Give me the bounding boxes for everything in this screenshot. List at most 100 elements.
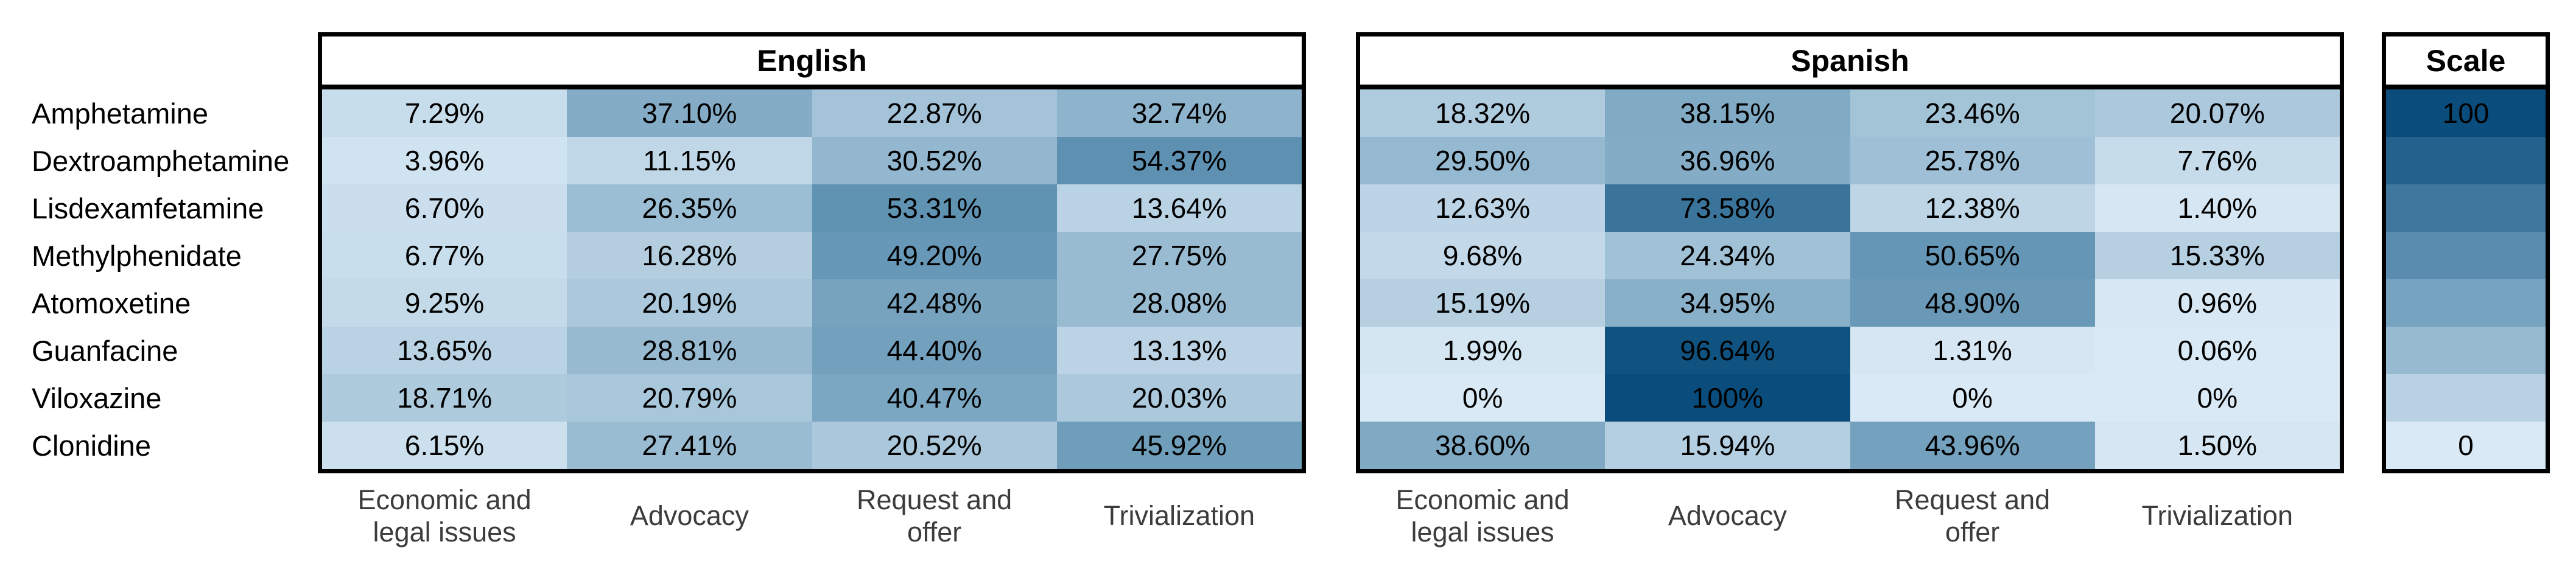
column-label-1: Economic and legal issues bbox=[1395, 484, 1570, 548]
column-label-3: Request and offer bbox=[857, 484, 1013, 548]
heatmap-cell: 20.07% bbox=[2094, 89, 2340, 137]
panel-spanish-title: Spanish bbox=[1360, 37, 2340, 89]
row-label-6: Guanfacine bbox=[32, 334, 178, 367]
heatmap-cell: 96.64% bbox=[1605, 327, 1850, 374]
row-label-4: Methylphenidate bbox=[32, 239, 242, 272]
scale-band-4 bbox=[2386, 232, 2546, 279]
heatmap-cell: 49.20% bbox=[812, 232, 1057, 279]
heatmap-cell: 23.46% bbox=[1850, 89, 2095, 137]
heatmap-cell: 6.70% bbox=[322, 184, 567, 232]
heatmap-cell: 27.41% bbox=[567, 422, 812, 469]
scale-band-6 bbox=[2386, 327, 2546, 374]
heatmap-cell: 1.99% bbox=[1360, 327, 1606, 374]
heatmap-cell: 18.32% bbox=[1360, 89, 1606, 137]
column-labels-spanish: Economic and legal issues Advocacy Request… bbox=[1360, 479, 2340, 552]
heatmap-cell: 15.94% bbox=[1605, 422, 1850, 469]
heatmap-cell: 50.65% bbox=[1850, 232, 2095, 279]
heatmap-cell: 0.96% bbox=[2094, 279, 2340, 327]
heatmap-cell: 45.92% bbox=[1056, 422, 1302, 469]
scale-band-7 bbox=[2386, 374, 2546, 422]
scale-band-8: 0 bbox=[2386, 422, 2546, 469]
heatmap-cell: 24.34% bbox=[1605, 232, 1850, 279]
panel-english-title: English bbox=[322, 37, 1302, 89]
heatmap-cell: 20.79% bbox=[567, 374, 812, 422]
legend-scale-bands: 100 0 bbox=[2386, 89, 2546, 469]
row-label-1: Amphetamine bbox=[32, 97, 208, 130]
scale-band-1: 100 bbox=[2386, 89, 2546, 137]
panel-spanish-heatmap: 18.32% 38.15% 23.46% 20.07% 29.50% 36.96% 25.7… bbox=[1360, 89, 2340, 469]
heatmap-cell: 15.33% bbox=[2094, 232, 2340, 279]
heatmap-cell: 30.52% bbox=[812, 137, 1057, 184]
heatmap-cell: 9.25% bbox=[322, 279, 567, 327]
heatmap-cell: 40.47% bbox=[812, 374, 1057, 422]
heatmap-cell: 9.68% bbox=[1360, 232, 1606, 279]
heatmap-cell: 6.15% bbox=[322, 422, 567, 469]
heatmap-cell: 27.75% bbox=[1056, 232, 1302, 279]
heatmap-cell: 20.03% bbox=[1056, 374, 1302, 422]
column-label-2: Advocacy bbox=[1668, 500, 1787, 532]
heatmap-cell: 15.19% bbox=[1360, 279, 1606, 327]
heatmap-cell: 37.10% bbox=[567, 89, 812, 137]
heatmap-cell: 53.31% bbox=[812, 184, 1057, 232]
heatmap-cell: 26.35% bbox=[567, 184, 812, 232]
legend-scale-panel: Scale 100 0 bbox=[2382, 32, 2550, 473]
heatmap-cell: 28.08% bbox=[1056, 279, 1302, 327]
heatmap-cell: 12.38% bbox=[1850, 184, 2095, 232]
heatmap-cell: 34.95% bbox=[1605, 279, 1850, 327]
legend-scale-title: Scale bbox=[2386, 37, 2546, 89]
panel-english: English 7.29% 37.10% 22.87% 32.74% 3.96% 11.1… bbox=[318, 32, 1306, 473]
heatmap-cell: 13.13% bbox=[1056, 327, 1302, 374]
row-label-3: Lisdexamfetamine bbox=[32, 192, 264, 224]
heatmap-cell: 100% bbox=[1605, 374, 1850, 422]
heatmap-cell: 7.76% bbox=[2094, 137, 2340, 184]
heatmap-cell: 1.31% bbox=[1850, 327, 2095, 374]
column-label-4: Trivialization bbox=[1103, 500, 1255, 532]
heatmap-cell: 48.90% bbox=[1850, 279, 2095, 327]
panel-spanish: Spanish 18.32% 38.15% 23.46% 20.07% 29.50% 36… bbox=[1356, 32, 2344, 473]
heatmap-cell: 32.74% bbox=[1056, 89, 1302, 137]
heatmap-cell: 1.40% bbox=[2094, 184, 2340, 232]
heatmap-cell: 13.64% bbox=[1056, 184, 1302, 232]
heatmap-cell: 0% bbox=[1850, 374, 2095, 422]
heatmap-cell: 1.50% bbox=[2094, 422, 2340, 469]
heatmap-cell: 29.50% bbox=[1360, 137, 1606, 184]
heatmap-cell: 22.87% bbox=[812, 89, 1057, 137]
scale-band-3 bbox=[2386, 184, 2546, 232]
drug-row-labels: Amphetamine Dextroamphetamine Lisdexamfeta… bbox=[32, 89, 309, 469]
heatmap-cell: 44.40% bbox=[812, 327, 1057, 374]
heatmap-cell: 0.06% bbox=[2094, 327, 2340, 374]
heatmap-cell: 38.60% bbox=[1360, 422, 1606, 469]
column-label-4: Trivialization bbox=[2141, 500, 2293, 532]
heatmap-cell: 13.65% bbox=[322, 327, 567, 374]
scale-band-5 bbox=[2386, 279, 2546, 327]
panel-english-heatmap: 7.29% 37.10% 22.87% 32.74% 3.96% 11.15% 30.52%… bbox=[322, 89, 1302, 469]
heatmap-cell: 18.71% bbox=[322, 374, 567, 422]
heatmap-cell: 73.58% bbox=[1605, 184, 1850, 232]
heatmap-cell: 7.29% bbox=[322, 89, 567, 137]
heatmap-cell: 16.28% bbox=[567, 232, 812, 279]
row-label-2: Dextroamphetamine bbox=[32, 144, 290, 177]
column-label-1: Economic and legal issues bbox=[357, 484, 532, 548]
column-label-2: Advocacy bbox=[630, 500, 749, 532]
heatmap-cell: 0% bbox=[1360, 374, 1606, 422]
heatmap-cell: 42.48% bbox=[812, 279, 1057, 327]
row-label-7: Viloxazine bbox=[32, 381, 162, 414]
heatmap-cell: 3.96% bbox=[322, 137, 567, 184]
heatmap-cell: 6.77% bbox=[322, 232, 567, 279]
column-label-3: Request and offer bbox=[1895, 484, 2051, 548]
heatmap-cell: 0% bbox=[2094, 374, 2340, 422]
heatmap-cell: 28.81% bbox=[567, 327, 812, 374]
heatmap-cell: 11.15% bbox=[567, 137, 812, 184]
heatmap-cell: 12.63% bbox=[1360, 184, 1606, 232]
heatmap-cell: 54.37% bbox=[1056, 137, 1302, 184]
row-label-8: Clonidine bbox=[32, 429, 151, 462]
scale-band-2 bbox=[2386, 137, 2546, 184]
heatmap-cell: 25.78% bbox=[1850, 137, 2095, 184]
heatmap-cell: 36.96% bbox=[1605, 137, 1850, 184]
heatmap-cell: 38.15% bbox=[1605, 89, 1850, 137]
column-labels-english: Economic and legal issues Advocacy Request… bbox=[322, 479, 1302, 552]
heatmap-cell: 43.96% bbox=[1850, 422, 2095, 469]
row-label-5: Atomoxetine bbox=[32, 287, 191, 319]
heatmap-cell: 20.19% bbox=[567, 279, 812, 327]
